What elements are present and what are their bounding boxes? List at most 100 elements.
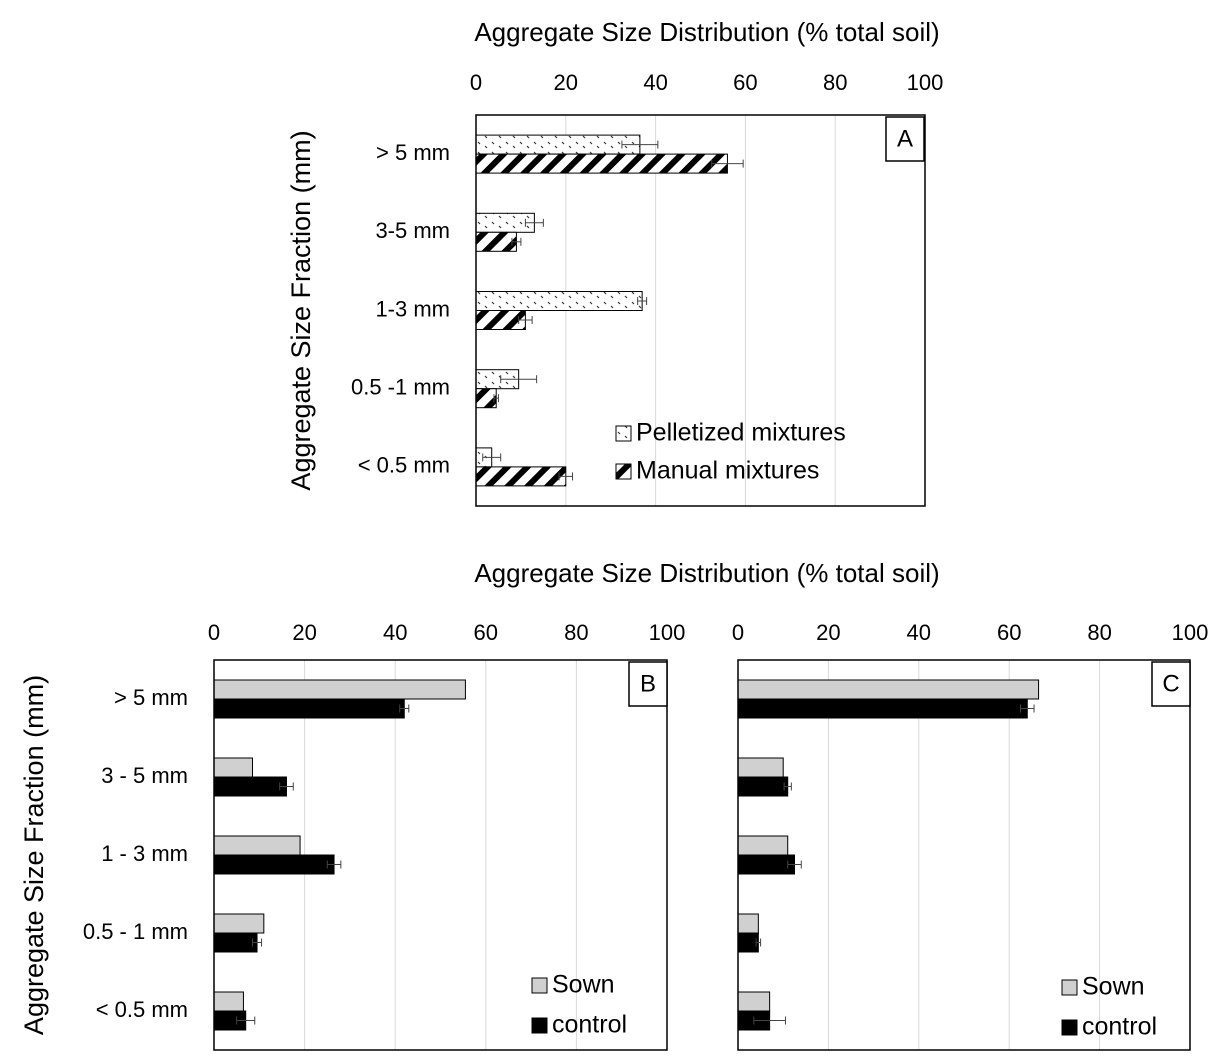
- bar-C-s1-c3: [737, 932, 759, 953]
- bar-B-s0-c0: [213, 679, 466, 700]
- category-label: 1-3 mm: [375, 296, 450, 321]
- y-axis-label: Aggregate Size Fraction (mm): [286, 130, 316, 490]
- chart-C: 0 20 40 60 80 100 C Sown control: [732, 620, 1209, 1051]
- chart-A: Aggregate Size Distribution (% total soi…: [286, 17, 944, 507]
- legend: Sown control: [531, 971, 627, 1039]
- x-tick-label: 20: [816, 620, 840, 645]
- error-bar: [518, 316, 533, 324]
- category-label: 0.5 -1 mm: [351, 375, 450, 400]
- bar-B-s1-c1: [213, 776, 287, 797]
- category-label: > 5 mm: [114, 685, 188, 710]
- plot-frame: [213, 659, 668, 1051]
- legend-swatch: [615, 425, 632, 442]
- error-bar: [621, 140, 659, 149]
- category-label: 0.5 - 1 mm: [83, 919, 188, 944]
- x-tick-label: 100: [649, 620, 686, 645]
- error-bar: [511, 237, 522, 246]
- plot-frame: [737, 659, 1191, 1051]
- x-tick-label: 80: [823, 70, 847, 95]
- legend: Pelletized mixtures Manual mixtures: [615, 419, 846, 485]
- legend-label: Pelletized mixtures: [636, 419, 846, 447]
- x-tick-label: 100: [1172, 620, 1209, 645]
- error-bar: [399, 704, 410, 713]
- bar-A-s1-c1: [475, 231, 517, 252]
- chart-title: Aggregate Size Distribution (% total soi…: [474, 17, 939, 47]
- x-tick-label: 60: [474, 620, 498, 645]
- bar-B-s1-c2: [213, 854, 335, 875]
- chart-title: Aggregate Size Distribution (% total soi…: [474, 558, 939, 588]
- x-tick-label: 80: [1087, 620, 1111, 645]
- legend-label: Sown: [552, 971, 615, 999]
- bar-A-s1-c2: [475, 310, 526, 330]
- error-bar: [755, 938, 762, 947]
- bar-C-s0-c0: [737, 679, 1040, 700]
- error-bar: [279, 782, 294, 791]
- x-tick-label: 60: [733, 70, 757, 95]
- legend-swatch: [615, 463, 632, 480]
- bar-A-s1-c0: [475, 153, 728, 174]
- bar-C-s0-c3: [737, 913, 759, 934]
- bar-B-s1-c0: [213, 698, 405, 719]
- legend-swatch: [531, 977, 548, 994]
- panel-label: A: [885, 116, 925, 162]
- error-bar: [711, 159, 744, 168]
- error-bar: [787, 860, 802, 869]
- error-bar: [326, 860, 342, 869]
- bar-C-s1-c1: [737, 776, 789, 797]
- bar-A-s0-c2: [475, 291, 643, 311]
- svg-text:C: C: [1162, 670, 1179, 697]
- bar-B-s0-c2: [213, 835, 301, 856]
- error-bar: [637, 297, 648, 305]
- bar-C-s0-c2: [737, 835, 789, 856]
- category-label: > 5 mm: [376, 140, 450, 165]
- error-bar: [558, 472, 574, 481]
- bar-A-s1-c4: [475, 466, 567, 487]
- legend-label: Sown: [1082, 973, 1145, 1001]
- bar-B-s0-c1: [213, 757, 254, 778]
- legend-swatch: [1061, 1019, 1078, 1036]
- x-tick-label: 80: [564, 620, 588, 645]
- error-bar: [252, 938, 263, 947]
- error-bar: [783, 782, 792, 791]
- legend-swatch: [1061, 979, 1078, 996]
- error-bar: [500, 375, 538, 384]
- x-tick-label: 40: [907, 620, 931, 645]
- x-tick-label: 0: [732, 620, 744, 645]
- bar-C-s1-c0: [737, 698, 1028, 719]
- category-label: 3 - 5 mm: [101, 763, 188, 788]
- bar-C-s0-c1: [737, 757, 784, 778]
- category-label: < 0.5 mm: [358, 453, 450, 478]
- chart-B: Aggregate Size Distribution (% total soi…: [19, 558, 940, 1051]
- x-tick-label: 60: [997, 620, 1021, 645]
- legend: Sown control: [1061, 973, 1157, 1041]
- bar-C-s1-c2: [737, 854, 795, 875]
- legend-label: Manual mixtures: [636, 457, 819, 485]
- panel-label: B: [628, 661, 668, 707]
- x-tick-label: 100: [907, 70, 944, 95]
- panel-label: C: [1151, 661, 1191, 707]
- error-bar: [1020, 704, 1035, 713]
- legend-label: control: [552, 1011, 627, 1039]
- svg-text:A: A: [897, 125, 913, 152]
- x-tick-label: 20: [292, 620, 316, 645]
- x-tick-label: 40: [383, 620, 407, 645]
- error-bar: [493, 394, 499, 403]
- y-axis-label: Aggregate Size Fraction (mm): [19, 675, 49, 1035]
- bar-B-s0-c4: [213, 991, 244, 1012]
- category-label: 1 - 3 mm: [101, 841, 188, 866]
- svg-text:B: B: [640, 670, 656, 697]
- x-tick-label: 20: [554, 70, 578, 95]
- x-tick-label: 0: [208, 620, 220, 645]
- bar-A-s1-c3: [475, 388, 497, 409]
- bar-B-s1-c3: [213, 932, 258, 953]
- error-bar: [482, 453, 502, 462]
- error-bar: [753, 1016, 786, 1025]
- legend-label: control: [1082, 1013, 1157, 1041]
- error-bar: [524, 218, 544, 227]
- bar-A-s0-c0: [475, 134, 641, 155]
- bar-B-s0-c3: [213, 913, 265, 934]
- x-tick-label: 40: [643, 70, 667, 95]
- legend-swatch: [531, 1017, 548, 1034]
